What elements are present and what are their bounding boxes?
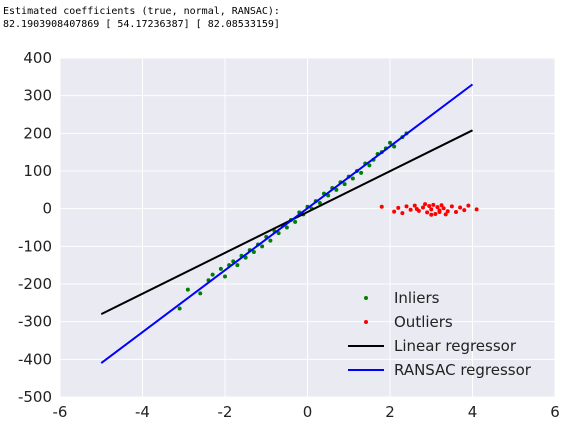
y-tick-label: -500: [18, 388, 52, 406]
legend-label: RANSAC regressor: [394, 361, 532, 379]
point: [433, 211, 438, 216]
point: [223, 274, 227, 279]
point: [284, 225, 289, 230]
y-tick-label: 100: [23, 162, 52, 180]
point: [198, 291, 203, 296]
point: [400, 211, 405, 216]
x-tick-label: 6: [550, 403, 560, 421]
output-line: Estimated coefficients (true, normal, RA…: [3, 6, 280, 17]
point: [454, 210, 458, 215]
regression-line: [100, 83, 474, 364]
point: [379, 204, 384, 209]
x-tick-label: 4: [468, 403, 478, 421]
point: [445, 209, 450, 214]
point: [439, 203, 444, 208]
legend-label: Outliers: [394, 313, 453, 331]
point: [185, 287, 190, 292]
output-line: 82.1903908407869 [ 54.17236387] [ 82.085…: [3, 19, 280, 30]
x-tick-label: -2: [218, 403, 233, 421]
legend-marker: [364, 296, 368, 300]
point: [367, 163, 372, 168]
y-tick-label: -200: [18, 275, 52, 293]
point: [425, 210, 430, 215]
point: [359, 170, 364, 175]
y-tick-label: -300: [18, 313, 52, 331]
point: [392, 209, 397, 214]
legend-label: Linear regressor: [394, 337, 517, 355]
point: [392, 144, 397, 149]
y-tick-label: 200: [23, 124, 52, 142]
point: [251, 249, 256, 254]
y-tick-label: 0: [42, 200, 52, 218]
x-tick-label: 2: [385, 403, 395, 421]
point: [210, 272, 215, 277]
point: [427, 204, 432, 209]
x-tick-label: -4: [135, 403, 150, 421]
y-tick-label: 300: [23, 87, 52, 105]
point: [404, 204, 409, 209]
point: [293, 219, 298, 224]
point: [431, 202, 436, 207]
point: [474, 207, 479, 212]
y-tick-label: -400: [18, 350, 52, 368]
point: [441, 206, 446, 211]
legend-marker: [364, 320, 368, 324]
x-tick-label: 0: [303, 403, 313, 421]
point: [260, 244, 265, 249]
point: [449, 204, 454, 209]
point: [429, 212, 434, 217]
point: [268, 238, 273, 243]
point: [437, 210, 442, 215]
point: [342, 182, 347, 187]
point: [334, 187, 339, 192]
point: [388, 140, 392, 145]
point: [396, 205, 401, 210]
point: [466, 203, 471, 208]
point: [462, 208, 467, 213]
point: [421, 205, 425, 210]
regression-line: [100, 129, 473, 316]
point: [435, 205, 440, 210]
point: [408, 207, 413, 212]
point: [443, 212, 448, 217]
point: [412, 203, 417, 208]
y-tick-label: 400: [23, 49, 52, 67]
legend-label: Inliers: [394, 289, 440, 307]
x-tick-label: -6: [53, 403, 68, 421]
point: [414, 207, 419, 212]
y-tick-label: -100: [18, 237, 52, 255]
point: [429, 207, 434, 212]
point: [218, 266, 223, 271]
point: [177, 306, 182, 311]
point: [458, 205, 463, 210]
point: [350, 176, 355, 181]
point: [235, 263, 240, 268]
point: [317, 201, 322, 206]
point: [423, 202, 428, 207]
point: [276, 231, 281, 236]
